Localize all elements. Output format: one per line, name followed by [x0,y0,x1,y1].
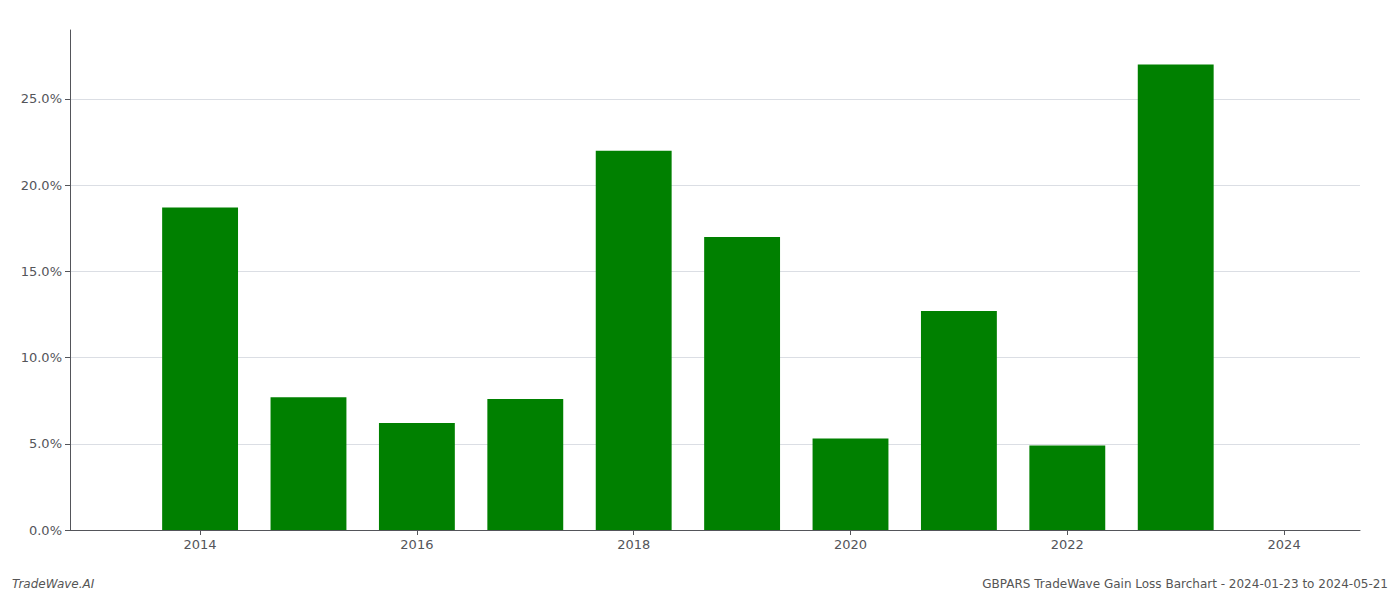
svg-text:GBPARS TradeWave Gain Loss Bar: GBPARS TradeWave Gain Loss Barchart - 20… [982,577,1388,591]
svg-text:2018: 2018 [617,537,650,552]
svg-text:15.0%: 15.0% [21,264,62,279]
svg-text:10.0%: 10.0% [21,350,62,365]
svg-text:2020: 2020 [834,537,867,552]
svg-text:2022: 2022 [1051,537,1084,552]
svg-text:20.0%: 20.0% [21,178,62,193]
svg-text:2024: 2024 [1268,537,1301,552]
svg-text:2014: 2014 [184,537,217,552]
svg-text:2016: 2016 [400,537,433,552]
svg-text:25.0%: 25.0% [21,91,62,106]
svg-text:TradeWave.AI: TradeWave.AI [12,577,95,591]
svg-text:0.0%: 0.0% [29,523,62,538]
svg-text:5.0%: 5.0% [29,436,62,451]
